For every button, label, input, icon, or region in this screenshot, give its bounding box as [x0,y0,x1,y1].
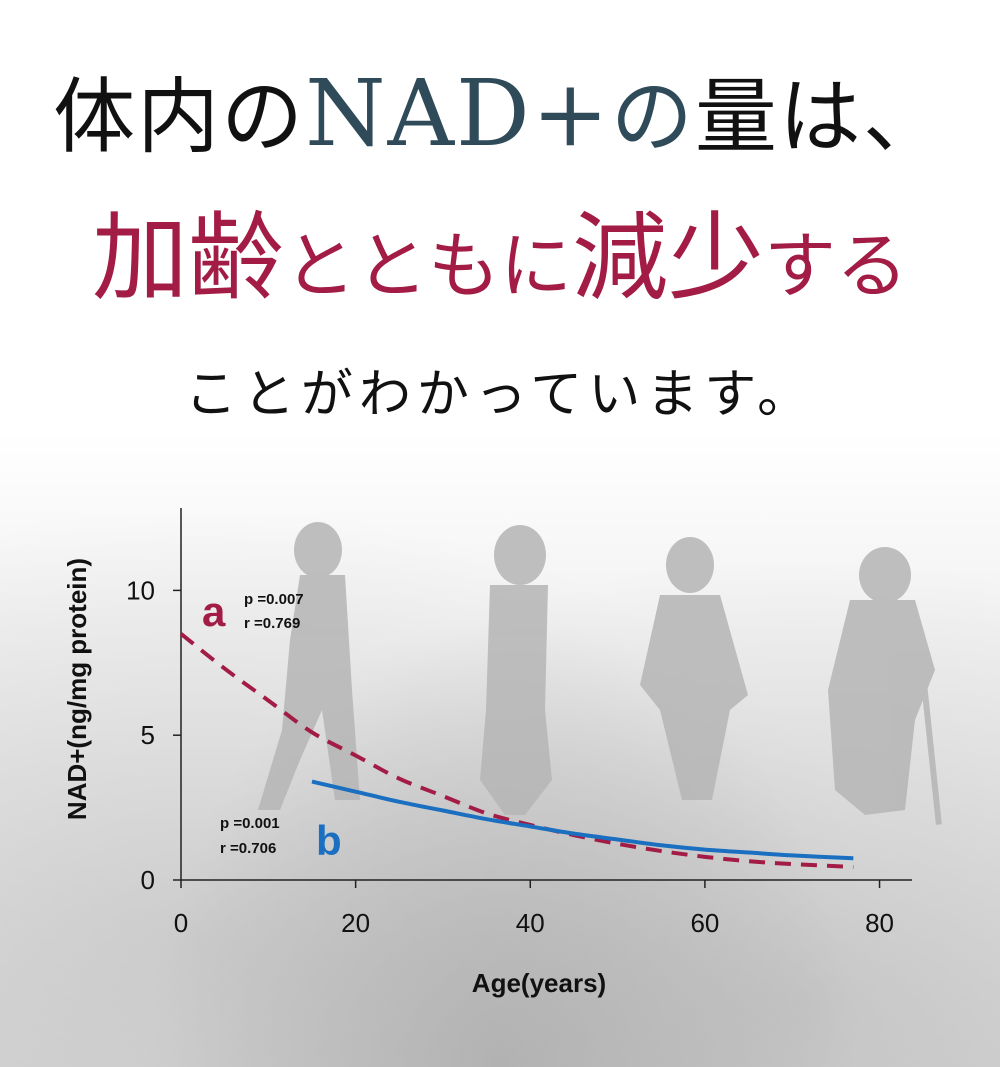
headline-no: の [610,70,695,165]
series-b-stat-p: p =0.001 [220,815,280,832]
nad-age-chart: 0 20 40 60 80 0 5 10 Age(years) NAD+(ng/mg protei… [62,508,942,998]
chart-axes: 0 20 40 60 80 0 5 10 Age(years) NAD+(ng/mg protei… [62,508,912,998]
series-a-stat-r: r =0.769 [244,615,300,632]
headline-aging: 加齢 [91,202,284,314]
headline-prefix: 体内の [53,70,306,165]
headline-line-3: ことがわかっています。 [184,365,816,425]
headline-suru: する [764,224,909,308]
x-tick-label: 80 [865,908,894,938]
x-tick-label: 60 [690,908,719,938]
y-tick-label: 0 [141,865,155,895]
y-axis-title: NAD+(ng/mg protein) [62,558,92,820]
silhouette-older-woman [640,537,748,800]
headline-line-2: 加齢とともに減少する [0,180,1000,319]
series-tag-b: b [316,817,342,864]
series-line-b [311,779,854,861]
x-tick-label: 40 [516,908,545,938]
headline-together: とともに [283,224,572,308]
series-b-stat-r: r =0.706 [220,840,276,857]
silhouette-running-girl [258,522,360,810]
silhouette-elderly-with-cane [828,547,942,825]
chart-series [179,632,854,869]
x-tick-label: 0 [174,908,188,938]
y-tick-label: 10 [126,575,155,605]
chart-labels: a p =0.007 r =0.769 b p =0.001 r =0.706 [202,588,342,864]
series-line-a [179,632,854,869]
silhouette-adult-woman [480,525,552,815]
people-silhouettes [258,522,942,825]
headline-suffix: 量は、 [694,70,947,165]
series-a-stat-p: p =0.007 [244,591,304,608]
headline-line-1: 体内のNAD+の量は、 [0,50,1000,169]
headline-decrease: 減少 [572,202,764,314]
x-tick-label: 20 [341,908,370,938]
x-axis-title: Age(years) [472,968,606,998]
series-tag-a: a [202,588,226,635]
headline-nad: NAD+ [305,60,611,167]
y-tick-label: 5 [141,720,155,750]
